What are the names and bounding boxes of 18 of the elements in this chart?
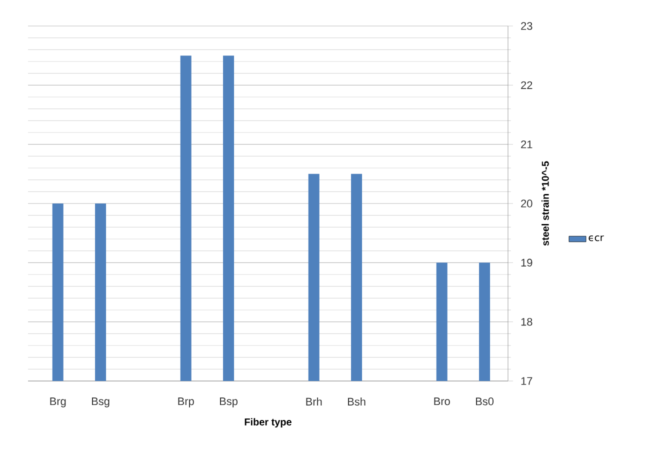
x-tick-label: Bsh — [348, 398, 366, 406]
y-tick-label: 22 — [521, 81, 532, 89]
y-tick-label: 18 — [521, 318, 532, 326]
y-tick-label: 20 — [521, 200, 532, 208]
y-tick-label: 19 — [521, 258, 532, 267]
legend-label: ϵcr — [588, 235, 604, 242]
x-tick-label: Bro — [434, 398, 450, 406]
x-tick-label: Bsg — [92, 398, 110, 408]
y-tick-label: 17 — [521, 377, 532, 385]
y-axis-title: steel strain *10^-5 — [542, 161, 549, 246]
x-tick-label: Brg — [50, 398, 66, 408]
x-tick-label: Bs0 — [476, 398, 494, 406]
x-tick-label: Brp — [178, 398, 194, 408]
y-tick-label: 23 — [521, 22, 532, 30]
x-axis-title: Fiber type — [244, 418, 292, 428]
y-tick-label: 21 — [521, 140, 532, 148]
x-tick-label: Bsp — [220, 398, 238, 408]
x-tick-label: Brh — [306, 398, 322, 406]
